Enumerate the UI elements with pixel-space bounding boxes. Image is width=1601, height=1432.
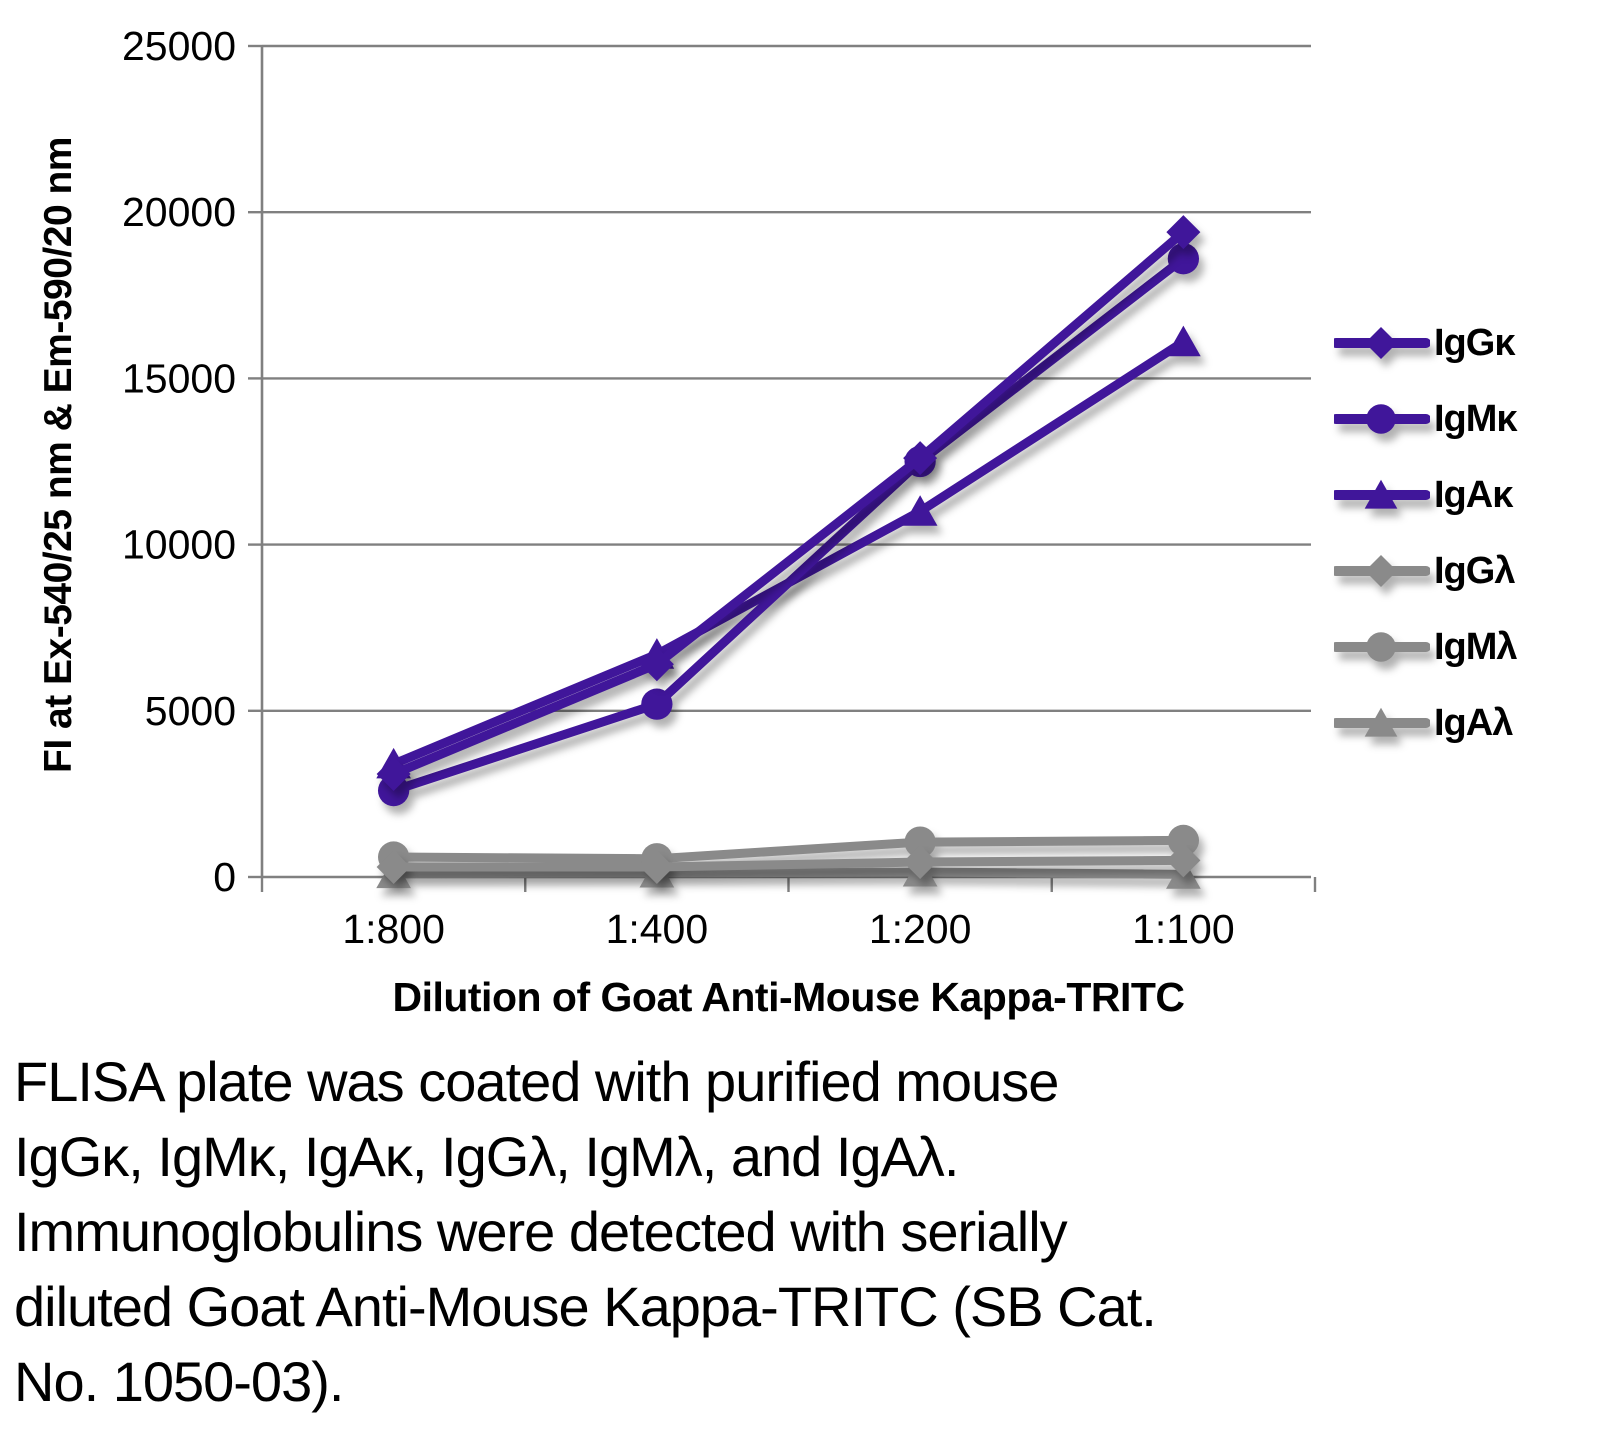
legend-label: IgAκ xyxy=(1434,473,1513,516)
y-tick-label: 5000 xyxy=(145,688,236,734)
legend-item: IgAκ xyxy=(1334,457,1517,533)
y-tick-label: 15000 xyxy=(122,355,236,401)
legend-diamond-marker-icon xyxy=(1334,555,1430,587)
data-point-marker xyxy=(641,688,673,720)
y-tick-label: 20000 xyxy=(122,189,236,235)
figure-caption: FLISA plate was coated with purified mou… xyxy=(14,1044,1594,1419)
legend-diamond-marker-icon xyxy=(1334,327,1430,359)
series-diamond xyxy=(376,215,1201,791)
legend-item: IgGλ xyxy=(1334,533,1517,609)
series-line xyxy=(389,867,1188,879)
legend-label: IgMλ xyxy=(1434,625,1518,668)
caption-line: diluted Goat Anti-Mouse Kappa-TRITC (SB … xyxy=(14,1275,1157,1338)
data-point-marker xyxy=(903,441,938,476)
data-point-marker xyxy=(639,850,674,885)
series-line xyxy=(389,254,1188,796)
series-line xyxy=(389,835,1188,864)
data-point-marker xyxy=(639,647,674,682)
caption-line: IgGκ, IgMκ, IgAκ, IgGλ, IgMλ, and IgAλ. xyxy=(14,1125,959,1188)
data-point-marker xyxy=(904,826,936,858)
legend-item: IgGκ xyxy=(1334,305,1517,381)
data-point-marker xyxy=(376,756,411,791)
legend-label: IgMκ xyxy=(1434,397,1518,440)
legend-marker xyxy=(1366,632,1396,662)
data-point-marker xyxy=(1167,243,1200,275)
series-diamond xyxy=(376,843,1201,885)
legend-label: IgGλ xyxy=(1434,549,1515,592)
x-axis-title: Dilution of Goat Anti-Mouse Kappa-TRITC xyxy=(392,974,1185,1020)
x-tick-label: 1:800 xyxy=(342,906,445,952)
legend-marker xyxy=(1366,404,1396,434)
chart-legend: IgGκ IgMκ IgAκ IgGλ IgMλ IgAλ xyxy=(1334,305,1518,761)
data-point-marker xyxy=(902,495,938,526)
series-line xyxy=(389,227,1188,779)
legend-triangle-marker-icon xyxy=(1334,479,1430,509)
flisa-line-chart: 0 5000 10000 15000 20000 25000 1:800 1:400 1:200… xyxy=(122,23,1317,952)
y-axis-title: FI at Ex-540/25 nm & Em-590/20 nm xyxy=(37,137,80,773)
legend-triangle-marker-icon xyxy=(1334,707,1430,737)
legend-circle-marker-icon xyxy=(1334,632,1430,662)
data-point-marker xyxy=(903,845,938,880)
y-tick-label: 10000 xyxy=(122,522,236,568)
data-point-marker xyxy=(1167,824,1200,857)
legend-marker xyxy=(1365,555,1397,587)
legend-marker xyxy=(1364,479,1398,509)
caption-line: No. 1050-03). xyxy=(14,1350,344,1413)
legend-marker xyxy=(1365,327,1397,359)
series-line xyxy=(389,337,1188,769)
legend-label: IgAλ xyxy=(1434,701,1513,744)
x-tick-label: 1:100 xyxy=(1132,906,1235,952)
x-tick-label: 1:400 xyxy=(606,906,709,952)
caption-line: Immunoglobulins were detected with seria… xyxy=(14,1200,1068,1263)
x-tick-label: 1:200 xyxy=(869,906,972,952)
legend-label: IgGκ xyxy=(1434,321,1516,364)
legend-marker xyxy=(1364,707,1398,737)
y-tick-label: 0 xyxy=(213,854,236,900)
series-line xyxy=(389,855,1188,872)
y-tick-label: 25000 xyxy=(122,23,236,69)
legend-item: IgAλ xyxy=(1334,685,1517,761)
data-point-marker xyxy=(1166,215,1201,250)
legend-item: IgMκ xyxy=(1334,381,1518,457)
legend-item: IgMλ xyxy=(1334,609,1518,685)
data-point-marker xyxy=(1166,843,1201,878)
data-point-marker xyxy=(1166,325,1201,357)
legend-circle-marker-icon xyxy=(1334,404,1430,434)
caption-line: FLISA plate was coated with purified mou… xyxy=(14,1050,1059,1113)
data-point-marker xyxy=(376,850,411,885)
